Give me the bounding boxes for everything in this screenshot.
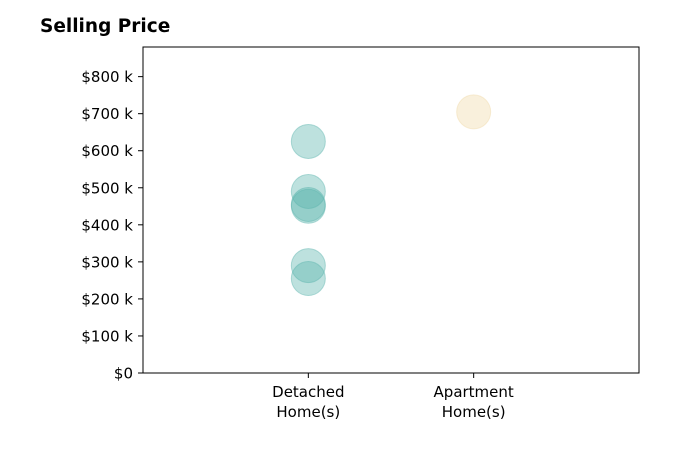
chart-title: Selling Price (40, 16, 171, 37)
y-tick-label: $100 k (81, 327, 133, 345)
data-point (290, 123, 326, 159)
data-point (290, 173, 326, 209)
data-point (290, 186, 326, 222)
data-point (456, 94, 492, 130)
x-tick-label-line: Apartment (434, 383, 514, 401)
x-axis: Detached Home(s) Apartment Home(s) (272, 373, 514, 421)
y-tick-label: $700 k (81, 105, 133, 123)
x-tick-label-line: Home(s) (276, 403, 340, 421)
data-point (290, 188, 326, 224)
data-point (290, 248, 326, 284)
y-tick-label: $400 k (81, 216, 133, 234)
data-point (290, 261, 326, 297)
y-tick-label: $800 k (81, 68, 133, 86)
x-tick-label: Apartment Home(s) (434, 383, 514, 421)
y-tick-label: $500 k (81, 179, 133, 197)
y-tick-label: $0 (114, 365, 133, 383)
x-tick-label-line: Home(s) (442, 403, 506, 421)
y-tick-label: $200 k (81, 290, 133, 308)
y-axis: $0 $100 k $200 k $300 k $400 k $500 k $600 k $7… (81, 68, 143, 383)
y-tick-label: $300 k (81, 253, 133, 271)
x-tick-label-line: Detached (272, 383, 344, 401)
y-tick-label: $600 k (81, 142, 133, 160)
x-tick-label: Detached Home(s) (272, 383, 344, 421)
plot-area (142, 46, 640, 374)
data-points (290, 94, 492, 297)
